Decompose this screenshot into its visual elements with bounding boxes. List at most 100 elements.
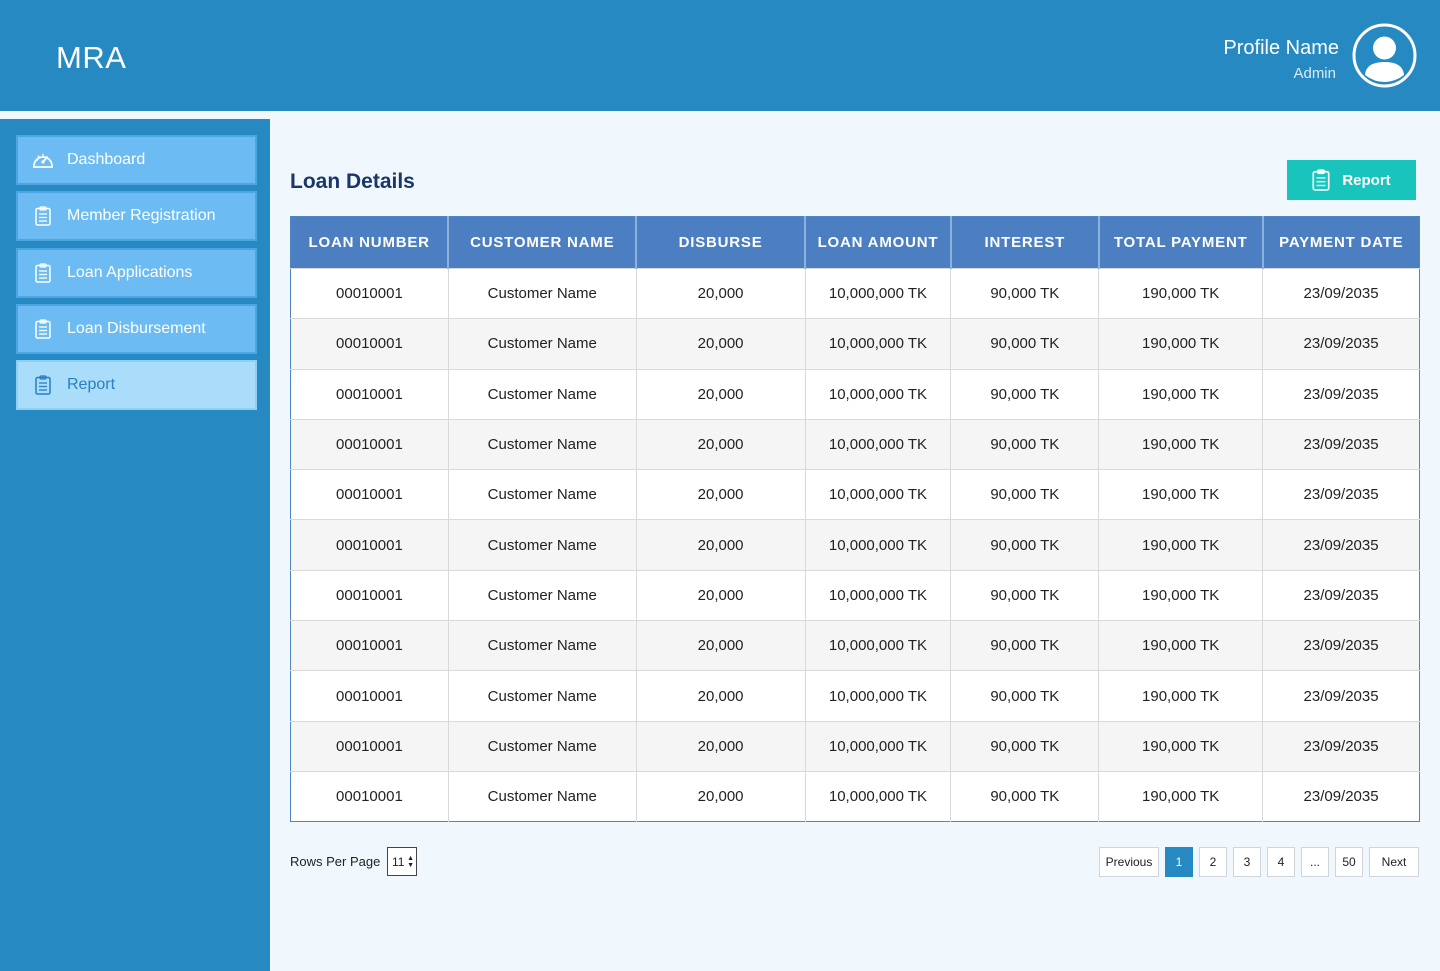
sidebar-item-label: Loan Applications — [67, 264, 193, 281]
table-row[interactable]: 00010001 Customer Name 20,000 10,000,000 TK… — [290, 418, 1420, 470]
page-button-1[interactable]: 1 — [1165, 847, 1193, 877]
loan-amount-cell: 10,000,000 TK — [805, 620, 952, 671]
loan-amount-cell: 10,000,000 TK — [805, 418, 952, 470]
column-header-loan-amount[interactable]: LOAN AMOUNT — [805, 216, 952, 269]
profile-name[interactable]: Profile Name — [1223, 37, 1339, 59]
next-page-button[interactable]: Next — [1369, 847, 1419, 877]
sidebar-item-dashboard[interactable]: Dashboard — [16, 135, 257, 185]
column-header-disburse[interactable]: DISBURSE — [636, 216, 807, 269]
sidebar-item-member-registration[interactable]: Member Registration — [16, 191, 257, 241]
total-payment-cell: 190,000 TK — [1098, 670, 1264, 722]
table-row[interactable]: 00010001 Customer Name 20,000 10,000,000 TK… — [290, 720, 1420, 772]
table-row[interactable]: 00010001 Customer Name 20,000 10,000,000 TK… — [290, 770, 1420, 822]
interest-cell: 90,000 TK — [950, 770, 1100, 822]
customer-name-cell: Customer Name — [448, 318, 637, 370]
table-row[interactable]: 00010001 Customer Name 20,000 10,000,000 TK… — [290, 519, 1420, 571]
sidebar-item-label: Report — [67, 376, 116, 393]
disburse-cell: 20,000 — [636, 620, 806, 671]
brand-logo-text[interactable]: MRA — [56, 40, 127, 75]
table-row[interactable]: 00010001 Customer Name 20,000 10,000,000 TK… — [290, 670, 1420, 722]
page-button-50[interactable]: 50 — [1335, 847, 1363, 877]
report-button[interactable]: Report — [1287, 160, 1416, 200]
loan-number-cell: 00010001 — [290, 418, 449, 470]
customer-name-cell: Customer Name — [448, 267, 637, 319]
top-header: MRA Profile Name Admin — [0, 0, 1440, 111]
page-button-3[interactable]: 3 — [1233, 847, 1261, 877]
rows-per-page-label: Rows Per Page — [290, 854, 381, 869]
table-header-row: LOAN NUMBER CUSTOMER NAME DISBURSE LOAN … — [290, 216, 1420, 269]
total-payment-cell: 190,000 TK — [1098, 519, 1264, 571]
loan-number-cell: 00010001 — [290, 519, 449, 571]
customer-name-cell: Customer Name — [448, 720, 637, 772]
clipboard-icon — [30, 316, 56, 342]
disburse-cell: 20,000 — [636, 418, 806, 470]
total-payment-cell: 190,000 TK — [1098, 318, 1264, 370]
column-header-interest[interactable]: INTEREST — [950, 216, 1100, 269]
payment-date-cell: 23/09/2035 — [1262, 519, 1420, 571]
payment-date-cell: 23/09/2035 — [1262, 720, 1420, 772]
sidebar-item-report[interactable]: Report — [16, 360, 257, 410]
table-row[interactable]: 00010001 Customer Name 20,000 10,000,000 TK… — [290, 368, 1420, 420]
table-body: 00010001 Customer Name 20,000 10,000,000 TK… — [290, 267, 1420, 822]
disburse-cell: 20,000 — [636, 770, 806, 822]
report-button-label: Report — [1342, 171, 1391, 189]
page-ellipsis[interactable]: ... — [1301, 847, 1329, 877]
payment-date-cell: 23/09/2035 — [1262, 318, 1420, 370]
disburse-cell: 20,000 — [636, 569, 806, 621]
customer-name-cell: Customer Name — [448, 620, 637, 671]
table-row[interactable]: 00010001 Customer Name 20,000 10,000,000 TK… — [290, 267, 1420, 319]
customer-name-cell: Customer Name — [448, 569, 637, 621]
sidebar-item-label: Dashboard — [67, 151, 146, 168]
sidebar-item-label: Member Registration — [67, 207, 216, 224]
previous-page-button[interactable]: Previous — [1099, 847, 1159, 877]
interest-cell: 90,000 TK — [950, 368, 1100, 420]
loan-number-cell: 00010001 — [290, 569, 449, 621]
loan-amount-cell: 10,000,000 TK — [805, 670, 952, 722]
sidebar-item-loan-disbursement[interactable]: Loan Disbursement — [16, 304, 257, 354]
loan-number-cell: 00010001 — [290, 267, 449, 319]
payment-date-cell: 23/09/2035 — [1262, 670, 1420, 722]
total-payment-cell: 190,000 TK — [1098, 620, 1264, 671]
loan-amount-cell: 10,000,000 TK — [805, 469, 952, 520]
loan-amount-cell: 10,000,000 TK — [805, 720, 952, 772]
disburse-cell: 20,000 — [636, 720, 806, 772]
customer-name-cell: Customer Name — [448, 770, 637, 822]
rows-per-page-select[interactable]: 11 ▲ ▼ — [387, 847, 417, 876]
column-header-loan-number[interactable]: LOAN NUMBER — [290, 216, 450, 269]
disburse-cell: 20,000 — [636, 469, 806, 520]
clipboard-icon — [1312, 169, 1330, 191]
total-payment-cell: 190,000 TK — [1098, 469, 1264, 520]
payment-date-cell: 23/09/2035 — [1262, 620, 1420, 671]
interest-cell: 90,000 TK — [950, 569, 1100, 621]
table-row[interactable]: 00010001 Customer Name 20,000 10,000,000 TK… — [290, 318, 1420, 370]
payment-date-cell: 23/09/2035 — [1262, 368, 1420, 420]
payment-date-cell: 23/09/2035 — [1262, 267, 1420, 319]
loan-amount-cell: 10,000,000 TK — [805, 368, 952, 420]
total-payment-cell: 190,000 TK — [1098, 770, 1264, 822]
customer-name-cell: Customer Name — [448, 519, 637, 571]
sidebar-item-loan-applications[interactable]: Loan Applications — [16, 248, 257, 298]
column-header-customer-name[interactable]: CUSTOMER NAME — [448, 216, 638, 269]
loan-number-cell: 00010001 — [290, 720, 449, 772]
sidebar-item-label: Loan Disbursement — [67, 320, 206, 337]
column-header-payment-date[interactable]: PAYMENT DATE — [1262, 216, 1420, 269]
table-row[interactable]: 00010001 Customer Name 20,000 10,000,000 TK… — [290, 469, 1420, 520]
interest-cell: 90,000 TK — [950, 519, 1100, 571]
loan-number-cell: 00010001 — [290, 368, 449, 420]
loan-amount-cell: 10,000,000 TK — [805, 770, 952, 822]
dashboard-gauge-icon — [30, 147, 56, 173]
page-button-4[interactable]: 4 — [1267, 847, 1295, 877]
table-row[interactable]: 00010001 Customer Name 20,000 10,000,000 TK… — [290, 620, 1420, 671]
interest-cell: 90,000 TK — [950, 720, 1100, 772]
loan-details-table: LOAN NUMBER CUSTOMER NAME DISBURSE LOAN … — [290, 216, 1420, 823]
loan-amount-cell: 10,000,000 TK — [805, 318, 952, 370]
table-row[interactable]: 00010001 Customer Name 20,000 10,000,000 TK… — [290, 569, 1420, 621]
interest-cell: 90,000 TK — [950, 469, 1100, 520]
sidebar — [0, 119, 270, 971]
page-button-2[interactable]: 2 — [1199, 847, 1227, 877]
user-avatar-icon[interactable] — [1352, 23, 1417, 88]
column-header-total-payment[interactable]: TOTAL PAYMENT — [1098, 216, 1264, 269]
customer-name-cell: Customer Name — [448, 368, 637, 420]
loan-number-cell: 00010001 — [290, 469, 449, 520]
loan-amount-cell: 10,000,000 TK — [805, 519, 952, 571]
